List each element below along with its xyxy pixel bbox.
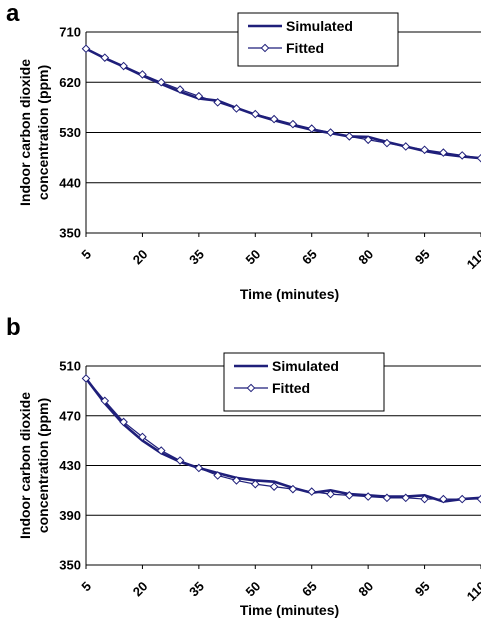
x-tick-label: 95 <box>412 579 433 600</box>
line-chart-a: 350 440 530 620 710 5 20 35 50 65 80 95 110 Time (min… <box>17 12 481 302</box>
data-point <box>307 487 317 496</box>
x-tick-label: 65 <box>299 579 320 600</box>
y-tick-label: 350 <box>59 226 81 241</box>
data-point <box>138 70 147 79</box>
data-point <box>250 109 260 119</box>
data-point <box>439 494 448 504</box>
x-axis-title: Time (minutes) <box>240 602 339 618</box>
data-point <box>175 85 185 94</box>
y-tick-label: 530 <box>59 125 81 140</box>
data-point <box>326 489 335 499</box>
chart-panel-b: b 350 390 430 470 510 5 20 35 50 65 80 95 110 Time (m… <box>0 314 481 629</box>
data-point <box>476 153 481 163</box>
x-axis-title: Time (minutes) <box>240 286 339 302</box>
x-tick-label: 65 <box>299 247 320 268</box>
panel-label: a <box>6 0 20 27</box>
data-point <box>232 476 241 485</box>
x-tick-label: 110 <box>464 247 481 272</box>
x-tick-label: 80 <box>355 247 376 268</box>
data-point <box>156 77 166 87</box>
data-point <box>250 479 260 489</box>
legend-label: Fitted <box>272 380 310 396</box>
x-tick-label: 110 <box>464 579 481 604</box>
line-chart-b: 350 390 430 470 510 5 20 35 50 65 80 95 110 Time (min… <box>17 352 481 618</box>
x-tick-label: 5 <box>78 579 94 595</box>
data-point <box>307 124 317 133</box>
y-tick-label: 510 <box>59 359 81 374</box>
y-axis-title-line-2: concentration (ppm) <box>35 65 51 200</box>
legend-swatch-marker <box>260 43 270 53</box>
x-tick-label: 35 <box>186 579 207 600</box>
x-tick-label: 95 <box>412 247 433 268</box>
x-tick-label: 50 <box>243 579 264 600</box>
x-tick-label: 35 <box>186 247 207 268</box>
data-point <box>420 494 429 504</box>
data-point <box>232 104 241 113</box>
data-point <box>269 114 279 124</box>
x-tick-label: 20 <box>130 247 151 268</box>
legend-label: Fitted <box>286 40 324 56</box>
data-point <box>138 432 147 442</box>
data-point <box>81 374 91 383</box>
data-point <box>288 484 298 494</box>
x-tick-label: 80 <box>355 579 376 600</box>
legend-swatch-marker <box>246 383 256 393</box>
data-point <box>119 61 128 71</box>
legend-label: Simulated <box>272 358 339 374</box>
data-point <box>476 494 481 504</box>
data-point <box>100 396 110 406</box>
y-tick-label: 710 <box>59 25 81 40</box>
data-point <box>288 119 298 129</box>
x-tick-label: 20 <box>130 579 151 600</box>
data-point <box>457 494 467 504</box>
data-point <box>382 493 392 503</box>
data-point <box>213 98 222 107</box>
data-point <box>100 53 110 62</box>
data-point <box>363 135 373 145</box>
data-point <box>213 471 222 480</box>
y-axis-title-line-2: concentration (ppm) <box>35 398 51 533</box>
y-tick-label: 440 <box>59 175 81 190</box>
data-point <box>439 148 448 157</box>
series-line-fitted <box>85 378 481 500</box>
y-axis-title-line-1: Indoor carbon dioxide <box>17 392 33 539</box>
data-point <box>156 446 166 455</box>
data-point <box>420 145 429 155</box>
series-line-simulated <box>84 377 481 503</box>
chart-panel-a: a 350 440 530 620 710 5 20 35 50 65 80 95 110 Time (m… <box>0 0 481 310</box>
y-tick-label: 470 <box>59 408 81 423</box>
data-point <box>326 128 335 137</box>
data-point <box>382 138 392 148</box>
legend-box <box>223 352 385 412</box>
data-point <box>401 493 411 503</box>
data-point <box>119 417 128 427</box>
data-point <box>457 151 467 160</box>
data-point <box>194 463 204 473</box>
panel-label: b <box>6 314 21 341</box>
x-tick-label: 5 <box>78 247 94 263</box>
data-point <box>345 491 354 500</box>
y-tick-label: 430 <box>59 458 81 473</box>
series-line-fitted <box>85 48 481 159</box>
data-point <box>81 44 91 54</box>
y-tick-label: 350 <box>59 558 81 573</box>
y-axis-title-line-1: Indoor carbon dioxide <box>17 59 33 206</box>
data-point <box>363 492 373 501</box>
x-tick-label: 50 <box>243 247 264 268</box>
y-tick-label: 390 <box>59 508 81 523</box>
data-point <box>175 456 185 465</box>
data-point <box>269 482 279 491</box>
data-point <box>401 142 411 151</box>
y-tick-label: 620 <box>59 75 81 90</box>
legend-label: Simulated <box>286 18 353 34</box>
legend-box <box>237 12 399 67</box>
data-point <box>345 132 354 141</box>
data-point <box>194 91 204 101</box>
